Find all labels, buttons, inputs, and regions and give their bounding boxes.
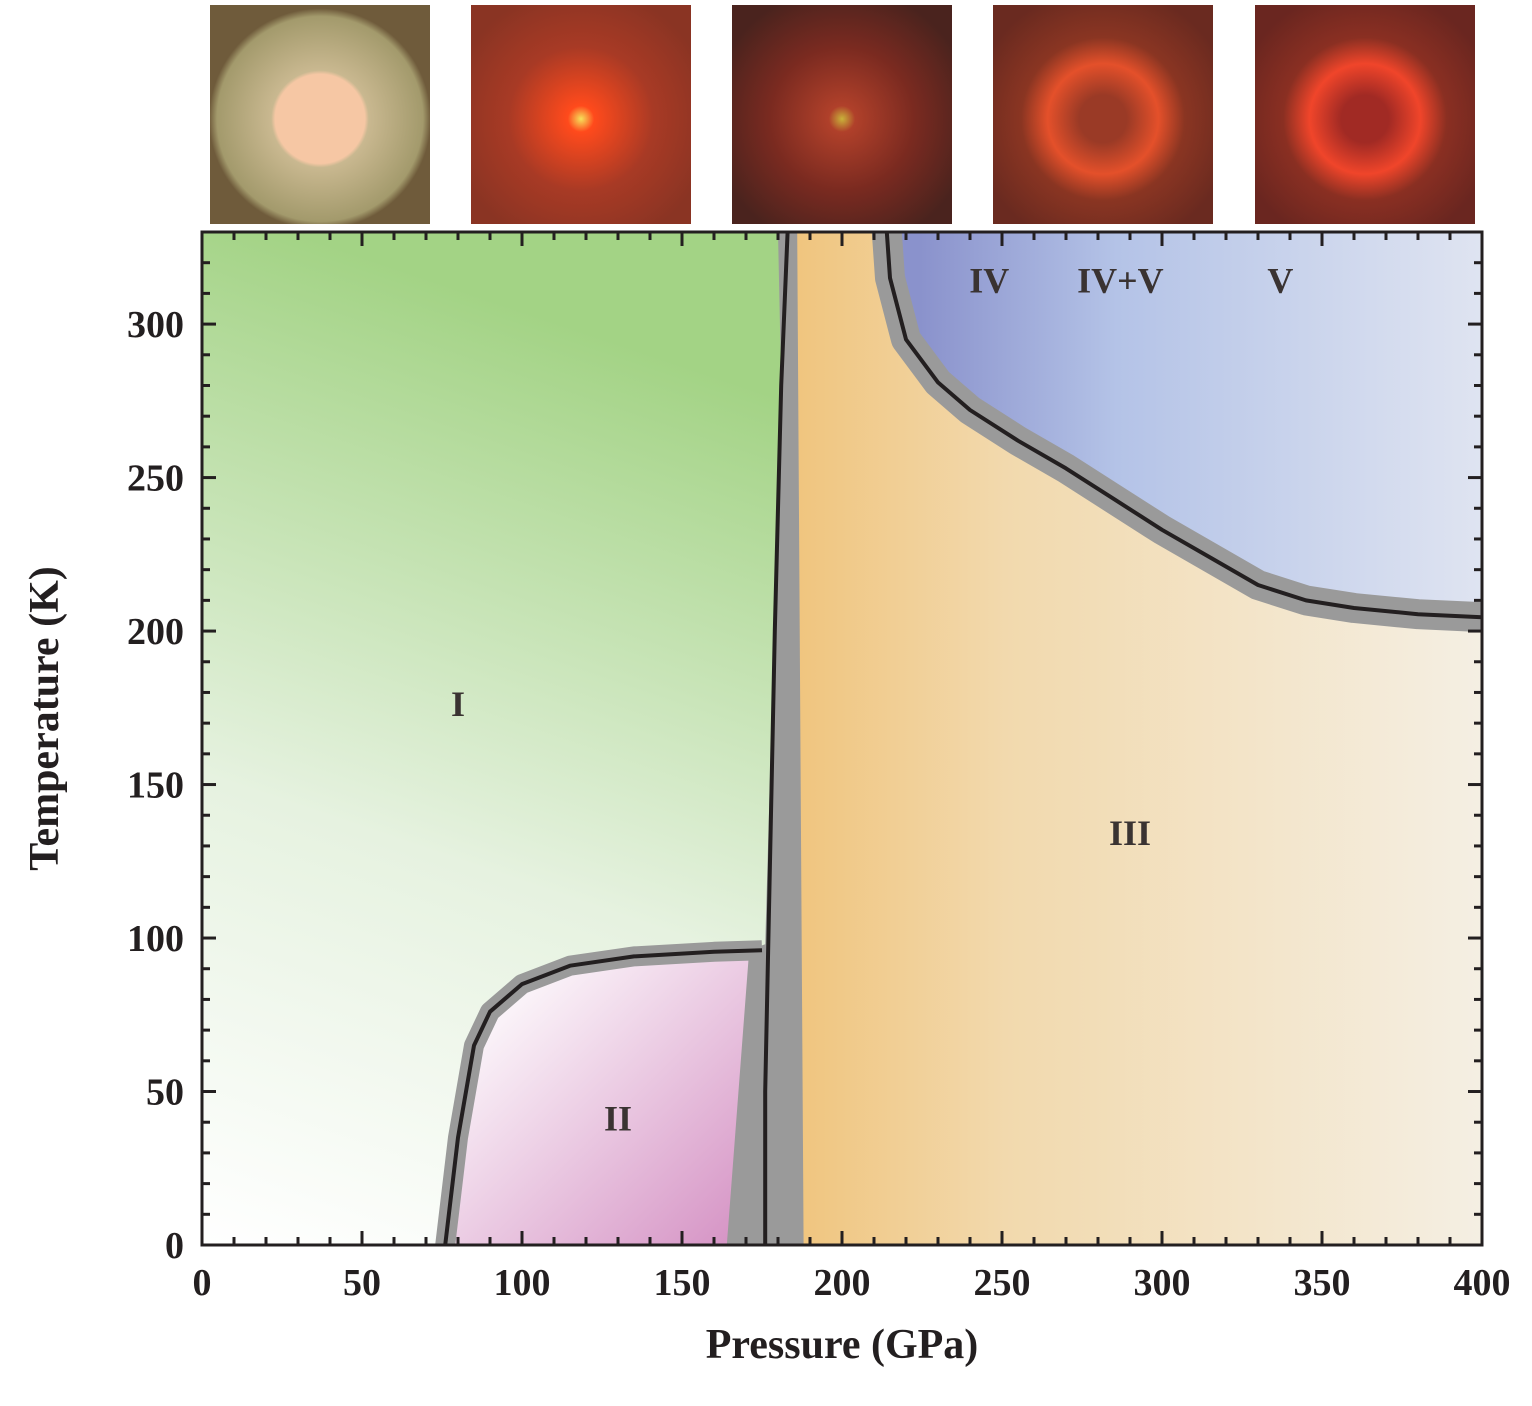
y-tick-label: 150 <box>127 765 184 807</box>
x-tick-label: 0 <box>193 1262 212 1304</box>
x-tick-label: 200 <box>814 1262 871 1304</box>
x-tick-label: 250 <box>974 1262 1031 1304</box>
photo-image <box>1255 5 1475 224</box>
region-label-V: V <box>1267 260 1293 300</box>
phase-III-photo <box>732 5 952 224</box>
y-tick-label: 0 <box>165 1225 184 1267</box>
x-tick-label: 300 <box>1134 1262 1191 1304</box>
y-axis-title: Temperature (K) <box>22 566 68 870</box>
boundary-III-line <box>763 232 790 1245</box>
y-tick-label: 100 <box>127 918 184 960</box>
x-axis-title: Pressure (GPa) <box>706 1322 979 1368</box>
x-tick-label: 100 <box>494 1262 551 1304</box>
phase-I-photo <box>210 5 430 224</box>
x-tick-label: 350 <box>1294 1262 1351 1304</box>
phase-IV-photo <box>993 5 1213 224</box>
y-tick-label: 250 <box>127 458 184 500</box>
photo-image <box>210 5 430 224</box>
region-IV-V-fill <box>886 232 1482 618</box>
region-label-IV: IV <box>969 260 1009 300</box>
region-label-I: I <box>451 684 465 724</box>
x-tick-label: 400 <box>1454 1262 1511 1304</box>
y-tick-label: 200 <box>127 611 184 653</box>
boundary-I-II-line <box>443 948 763 1245</box>
x-tick-label: 50 <box>343 1262 381 1304</box>
phase-II-photo <box>471 5 691 224</box>
photo-image <box>732 5 952 224</box>
photo-image <box>471 5 691 224</box>
boundary-II-III-band <box>726 232 804 1245</box>
region-II-fill <box>445 950 766 1245</box>
boundary-III-IV-line <box>884 232 1482 620</box>
region-label-II: II <box>604 1098 632 1138</box>
y-tick-label: 50 <box>146 1072 184 1114</box>
y-tick-label: 300 <box>127 304 184 346</box>
region-label-III: III <box>1109 813 1151 853</box>
photo-image <box>993 5 1213 224</box>
x-tick-label: 150 <box>654 1262 711 1304</box>
region-label-IV+V: IV+V <box>1077 260 1164 300</box>
phase-V-photo <box>1255 5 1475 224</box>
